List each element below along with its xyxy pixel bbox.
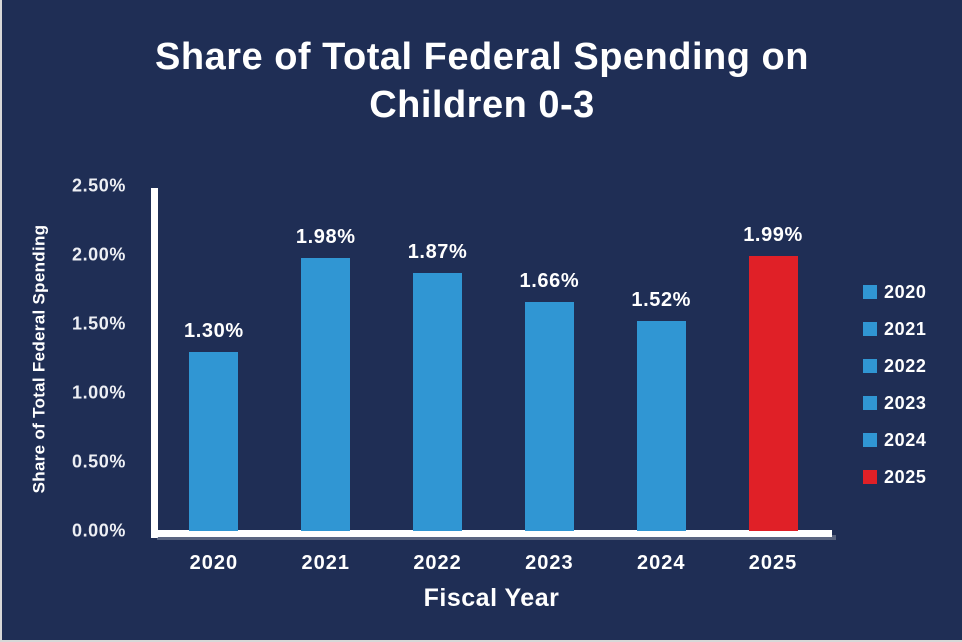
bar [748,256,798,531]
bars: 1.30% 2020 1.98% 2021 1.87% 2022 1.66% 2023 1.52… [158,186,829,574]
y-axis-line [151,188,158,538]
bar-column: 1.98% [296,226,356,531]
bar-slot: 1.99% 2025 [717,186,829,574]
y-tick-label: 0.00% [71,520,126,541]
legend-label: 2022 [884,355,927,376]
bar-value-label: 1.52% [631,289,692,312]
bar-slot: 1.30% 2020 [158,186,270,574]
bar-value-label: 1.87% [407,240,468,263]
bar-column: 1.52% [631,289,691,531]
x-tick-label: 2024 [636,552,686,574]
legend-item: 2021 [863,318,926,340]
x-tick-label: 2023 [525,552,574,574]
y-axis-ticks: 0.00% 0.50% 1.00% 1.50% 2.00% 2.50% [57,176,140,541]
legend-item: 2024 [863,429,926,451]
x-tick-label: 2021 [301,552,350,574]
bar-value-label: 1.98% [295,225,356,248]
y-tick-label: 2.50% [71,175,126,196]
x-axis-title: Fiscal Year [423,584,560,612]
bar-slot: 1.98% 2021 [270,186,382,574]
legend-item: 2025 [863,466,926,488]
bar [413,272,463,531]
x-tick-label: 2020 [189,552,239,574]
legend-swatch [863,396,877,410]
x-tick-label: 2022 [413,552,462,574]
bar-column: 1.99% [743,224,803,531]
legend-label: 2025 [884,466,927,487]
legend-swatch [863,433,877,447]
legend-swatch [863,285,877,299]
bar [524,301,574,531]
y-tick-label: 1.00% [71,382,126,403]
legend-swatch [863,322,877,336]
bar [189,351,239,531]
legend-label: 2023 [884,392,927,413]
legend-label: 2024 [884,429,927,450]
y-tick-label: 1.50% [71,313,126,334]
x-tick-label: 2025 [748,552,798,574]
bar-value-label: 1.30% [184,319,244,342]
bar-column: 1.87% [408,241,468,531]
bar-value-label: 1.99% [743,224,803,247]
bar-slot: 1.87% 2022 [382,186,494,574]
bar [636,321,686,531]
bar-value-label: 1.66% [519,269,580,292]
legend-item: 2020 [863,281,926,303]
bar-slot: 1.66% 2023 [493,186,605,574]
y-tick-label: 0.50% [71,451,126,472]
legend-item: 2023 [863,392,926,414]
bar-column: 1.30% [184,320,244,531]
x-axis-line [151,530,832,537]
legend-label: 2020 [884,281,927,302]
legend-item: 2022 [863,355,926,377]
y-tick-label: 2.00% [71,244,126,265]
legend: 2020 2021 2022 2023 2024 2025 [863,281,926,488]
bar [301,257,351,531]
legend-swatch [863,470,877,484]
chart-title-container: Share of Total Federal Spending on Child… [2,33,962,130]
chart-title: Share of Total Federal Spending on Child… [155,36,809,127]
legend-label: 2021 [884,318,927,339]
bar-slot: 1.52% 2024 [605,186,717,574]
legend-swatch [863,359,877,373]
bar-column: 1.66% [520,270,580,531]
